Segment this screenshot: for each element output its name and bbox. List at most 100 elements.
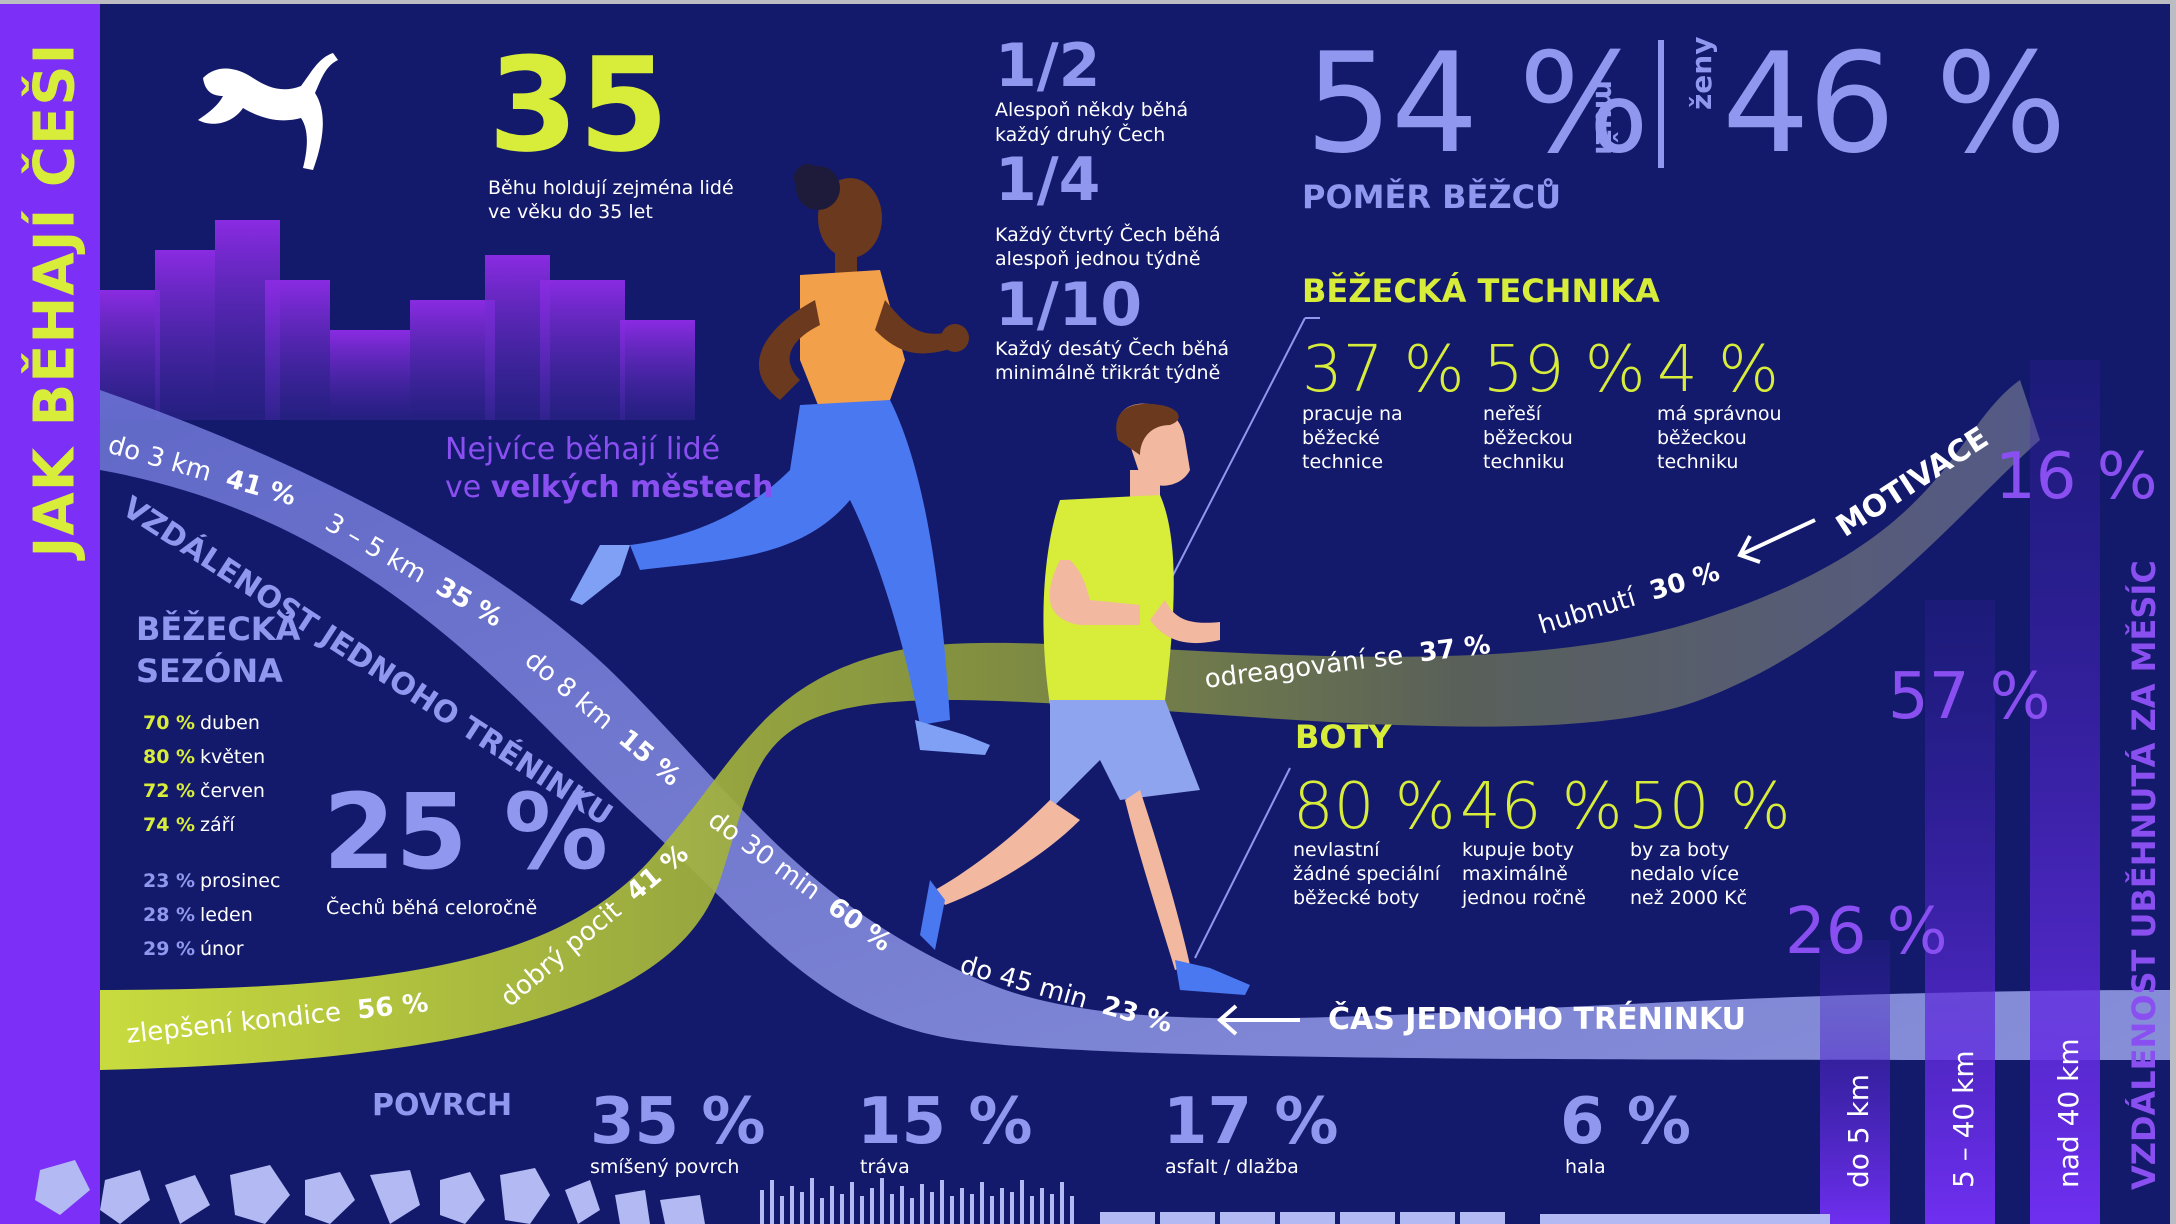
motivation-arrow bbox=[1737, 518, 1816, 564]
season-bottom-pct-2: 28 % bbox=[143, 904, 196, 926]
age-line2: ve věku do 35 let bbox=[488, 201, 653, 223]
season-top-pct-4: 74 % bbox=[143, 814, 196, 836]
shoes-heading: BOTY bbox=[1295, 718, 1392, 756]
technique-pct-3: 4 % bbox=[1657, 333, 1779, 407]
freq-quarter-line2: alespoň jednou týdně bbox=[995, 248, 1201, 270]
shoes-2-l2: maximálně bbox=[1462, 863, 1568, 885]
technique-pct-2: 59 % bbox=[1483, 333, 1646, 407]
season-top-month-2: květen bbox=[200, 746, 266, 768]
monthly-label-2: 5 – 40 km bbox=[1947, 1050, 1980, 1188]
puma-logo-icon bbox=[198, 53, 338, 170]
city-skyline bbox=[100, 220, 695, 420]
female-runner-illustration bbox=[570, 164, 990, 755]
monthly-label-3: nad 40 km bbox=[2052, 1038, 2085, 1188]
motivation-band bbox=[100, 380, 2040, 1070]
freq-quarter-line1: Každý čtvrtý Čech běhá bbox=[995, 224, 1221, 246]
surface-label-4: hala bbox=[1565, 1156, 1606, 1178]
ratio-divider bbox=[1658, 40, 1664, 168]
shoes-pointer bbox=[1194, 767, 1291, 959]
monthly-title: VZDÁLENOST UBĚHNUTÁ ZA MĚSÍC bbox=[2125, 560, 2163, 1190]
monthly-pct-3: 16 % bbox=[1995, 440, 2158, 514]
season-bottom-pct-1: 23 % bbox=[143, 870, 196, 892]
bar-nad-40km bbox=[2030, 360, 2100, 1224]
technique-2-l3: techniku bbox=[1483, 451, 1565, 473]
season-bottom-month-2: leden bbox=[200, 904, 253, 926]
bar-5-40km bbox=[1925, 600, 1995, 1224]
year-round-pct: 25 % bbox=[323, 771, 609, 893]
technique-3-l1: má správnou bbox=[1657, 403, 1782, 425]
surface-label-2: tráva bbox=[860, 1156, 910, 1178]
technique-2-l2: běžeckou bbox=[1483, 427, 1573, 449]
surface-pct-4: 6 % bbox=[1560, 1085, 1691, 1159]
technique-3-l3: techniku bbox=[1657, 451, 1739, 473]
technique-3-l2: běžeckou bbox=[1657, 427, 1747, 449]
season-top-pct-3: 72 % bbox=[143, 780, 196, 802]
surface-pavement bbox=[1100, 1212, 1505, 1224]
top-border bbox=[0, 0, 2176, 4]
shoes-1-l1: nevlastní bbox=[1293, 839, 1380, 861]
surface-pct-3: 17 % bbox=[1163, 1085, 1339, 1159]
technique-1-l2: běžecké bbox=[1302, 427, 1380, 449]
ratio-women-label: ženy bbox=[1685, 36, 1718, 110]
season-top-month-4: září bbox=[200, 814, 235, 836]
cities-line2-prefix: ve bbox=[445, 470, 491, 505]
technique-pct-1: 37 % bbox=[1302, 333, 1465, 407]
shoes-pct-1: 80 % bbox=[1293, 770, 1456, 844]
cities-line2: ve velkých městech bbox=[445, 470, 773, 505]
time-arrow bbox=[1216, 1004, 1300, 1036]
season-bottom-month-3: únor bbox=[200, 938, 244, 960]
technique-1-l3: technice bbox=[1302, 451, 1384, 473]
year-round-label: Čechů běhá celoročně bbox=[326, 897, 538, 919]
shoes-1-l2: žádné speciální bbox=[1293, 863, 1441, 885]
time-band-title: ČAS JEDNOHO TRÉNINKU bbox=[1328, 1002, 1747, 1037]
male-runner-illustration bbox=[920, 403, 1250, 995]
technique-2-l1: neřeší bbox=[1483, 403, 1541, 425]
season-top-month-3: červen bbox=[200, 780, 265, 802]
shoes-2-l1: kupuje boty bbox=[1462, 839, 1574, 861]
surface-label-3: asfalt / dlažba bbox=[1165, 1156, 1299, 1178]
title-sidebar bbox=[0, 4, 100, 1224]
surface-heading: POVRCH bbox=[372, 1088, 513, 1123]
shoes-pct-3: 50 % bbox=[1628, 770, 1791, 844]
technique-1-l1: pracuje na bbox=[1302, 403, 1403, 425]
surface-label-1: smíšený povrch bbox=[590, 1156, 740, 1178]
ratio-men-pct: 54 % bbox=[1305, 23, 1650, 184]
monthly-label-1: do 5 km bbox=[1842, 1073, 1875, 1188]
age-line1: Běhu holdují zejména lidé bbox=[488, 177, 734, 199]
season-top-pct-2: 80 % bbox=[143, 746, 196, 768]
monthly-pct-2: 57 % bbox=[1888, 660, 2051, 734]
technique-heading: BĚŽECKÁ TECHNIKA bbox=[1302, 272, 1660, 310]
shoes-pct-2: 46 % bbox=[1460, 770, 1623, 844]
shoes-3-l2: nedalo více bbox=[1630, 863, 1740, 885]
season-bottom-pct-3: 29 % bbox=[143, 938, 196, 960]
freq-tenth: 1/10 bbox=[995, 270, 1143, 340]
freq-tenth-line1: Každý desátý Čech běhá bbox=[995, 338, 1230, 360]
freq-half: 1/2 bbox=[995, 31, 1101, 101]
surface-pct-2: 15 % bbox=[857, 1085, 1033, 1159]
monthly-pct-1: 26 % bbox=[1785, 895, 1948, 969]
ratio-women-pct: 46 % bbox=[1722, 23, 2067, 184]
surface-pct-1: 35 % bbox=[590, 1085, 766, 1159]
freq-half-line2: každý druhý Čech bbox=[995, 124, 1166, 146]
shoes-2-l3: jednou ročně bbox=[1462, 887, 1586, 909]
freq-quarter: 1/4 bbox=[995, 145, 1101, 215]
age-number: 35 bbox=[488, 29, 669, 181]
surface-rocks bbox=[35, 1160, 705, 1224]
season-heading-2: SEZÓNA bbox=[136, 652, 283, 690]
freq-tenth-line2: minimálně třikrát týdně bbox=[995, 362, 1221, 384]
shoes-1-l3: běžecké boty bbox=[1293, 887, 1420, 909]
cities-line2-bold: velkých městech bbox=[490, 470, 774, 505]
season-top-pct-1: 70 % bbox=[143, 712, 196, 734]
bar-do-5km bbox=[1820, 940, 1890, 1224]
season-heading-1: BĚŽECKÁ bbox=[136, 610, 301, 648]
technique-pointer bbox=[1149, 317, 1306, 621]
ratio-men-label: muži bbox=[1589, 80, 1622, 156]
season-top-month-1: duben bbox=[200, 712, 260, 734]
surface-hall bbox=[1540, 1214, 1830, 1224]
ratio-caption: POMĚR BĚŽCŮ bbox=[1302, 178, 1562, 216]
shoes-3-l3: než 2000 Kč bbox=[1630, 887, 1748, 909]
right-border bbox=[2170, 0, 2176, 1224]
freq-half-line1: Alespoň někdy běhá bbox=[995, 99, 1189, 121]
